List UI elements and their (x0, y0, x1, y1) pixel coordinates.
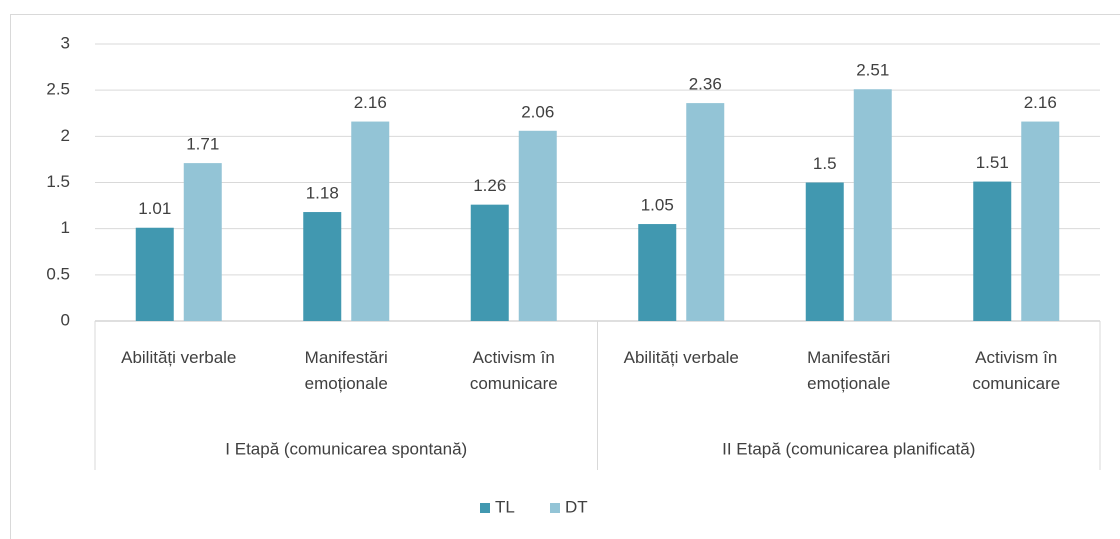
bar (183, 163, 222, 321)
x-tick-label: Manifestări emoționale (304, 348, 388, 393)
value-label: 1.05 (641, 196, 674, 215)
value-label: 1.51 (976, 153, 1009, 172)
value-label: 2.06 (521, 102, 554, 121)
value-label: 1.26 (473, 176, 506, 195)
bar (135, 227, 174, 321)
value-label: 1.18 (306, 184, 339, 203)
bar (686, 103, 725, 322)
bar (1021, 121, 1060, 321)
bar (973, 181, 1012, 321)
bar (518, 130, 557, 321)
bar (805, 182, 844, 321)
legend-label: TL (495, 497, 515, 516)
x-tick-label: Activism în comunicare (469, 348, 558, 393)
y-tick-label: 1 (61, 218, 70, 237)
bar (351, 121, 390, 321)
x-tick-label: Manifestări emoționale (807, 348, 891, 393)
y-tick-label: 1.5 (46, 172, 70, 191)
x-tick-label: Abilități verbale (623, 348, 739, 367)
legend-label: DT (565, 497, 588, 516)
value-label: 2.36 (689, 75, 722, 94)
bar (470, 204, 509, 321)
legend-swatch (550, 503, 560, 513)
bar (303, 212, 342, 321)
chart-border (10, 14, 1120, 539)
y-tick-label: 2.5 (46, 80, 70, 99)
bar (853, 89, 892, 321)
value-label: 2.51 (856, 61, 889, 80)
value-label: 2.16 (354, 93, 387, 112)
y-tick-label: 0.5 (46, 264, 70, 283)
value-label: 1.71 (186, 135, 219, 154)
x-tick-label: Abilități verbale (121, 348, 237, 367)
bar (638, 224, 677, 321)
y-tick-label: 2 (61, 126, 70, 145)
y-tick-label: 0 (61, 310, 70, 329)
value-label: 1.5 (813, 154, 837, 173)
value-label: 2.16 (1024, 93, 1057, 112)
value-label: 1.01 (138, 199, 171, 218)
group-label: II Etapă (comunicarea planificată) (722, 439, 975, 458)
group-label: I Etapă (comunicarea spontană) (225, 439, 467, 458)
x-tick-label: Activism în comunicare (972, 348, 1061, 393)
y-tick-label: 3 (61, 33, 70, 52)
legend-swatch (480, 503, 490, 513)
